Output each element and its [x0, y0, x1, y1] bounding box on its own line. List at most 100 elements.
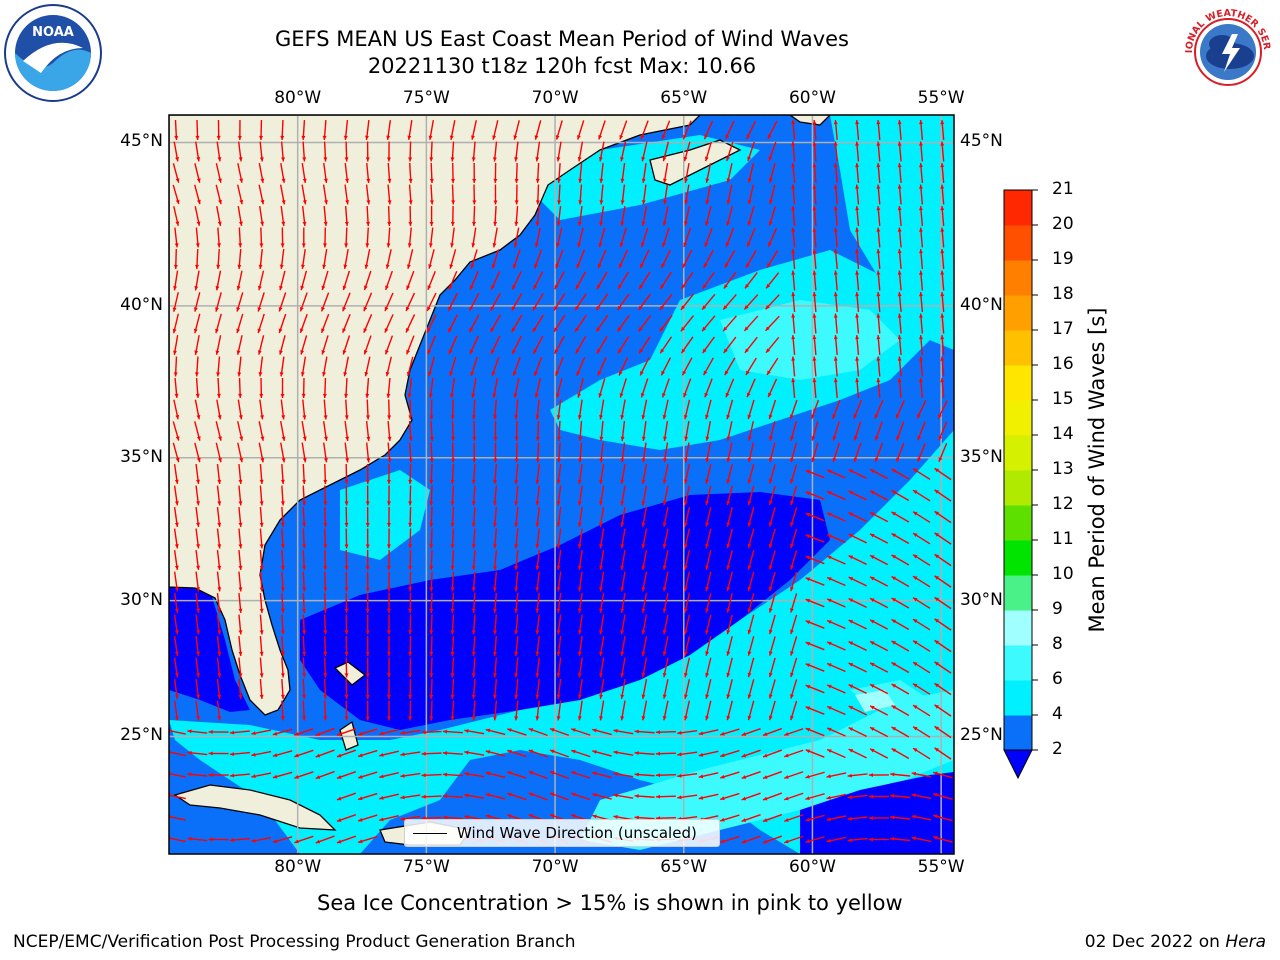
- direction-arrow: [919, 377, 924, 399]
- direction-arrow: [705, 421, 712, 441]
- direction-arrow: [323, 549, 328, 571]
- map-frame: [168, 114, 955, 855]
- direction-arrow: [556, 399, 562, 420]
- direction-arrow: [698, 729, 719, 736]
- direction-arrow: [916, 400, 927, 419]
- direction-arrow: [640, 378, 649, 398]
- direction-arrow: [535, 162, 540, 184]
- colorbar-tick-label: 20: [1052, 214, 1074, 234]
- direction-arrow: [301, 377, 306, 399]
- direction-arrow: [364, 249, 371, 269]
- colorbar-segment: [1004, 680, 1032, 716]
- direction-arrow: [891, 554, 910, 566]
- direction-arrow: [490, 292, 501, 312]
- direction-arrow: [279, 356, 285, 377]
- direction-arrow: [869, 726, 889, 738]
- direction-arrow: [599, 464, 605, 484]
- direction-arrow: [747, 571, 755, 592]
- direction-arrow: [702, 357, 715, 376]
- direction-arrow: [534, 249, 543, 269]
- direction-arrow: [855, 377, 860, 399]
- direction-arrow: [917, 442, 926, 463]
- direction-arrow: [363, 270, 372, 291]
- direction-arrow: [599, 420, 604, 442]
- direction-arrow: [321, 335, 329, 355]
- direction-arrow: [553, 335, 565, 355]
- direction-arrow: [725, 227, 735, 248]
- direction-arrow: [365, 506, 370, 528]
- colorbar-segment: [1004, 190, 1032, 226]
- direction-arrow: [216, 549, 222, 571]
- direction-arrow: [387, 399, 392, 420]
- direction-arrow: [237, 356, 242, 377]
- direction-arrow: [641, 550, 648, 570]
- direction-arrow: [280, 399, 286, 420]
- direction-arrow: [705, 184, 712, 205]
- direction-arrow: [556, 571, 562, 592]
- direction-arrow: [724, 120, 735, 140]
- direction-arrow: [812, 184, 817, 205]
- lon-label-top: 75°W: [402, 88, 450, 108]
- direction-arrow: [599, 485, 605, 506]
- direction-arrow: [344, 162, 350, 184]
- direction-arrow: [855, 205, 860, 227]
- direction-arrow: [278, 313, 287, 334]
- direction-arrow: [684, 657, 691, 678]
- direction-arrow: [741, 771, 761, 779]
- direction-arrow: [320, 292, 330, 312]
- direction-arrow: [726, 657, 733, 678]
- map-legend: Wind Wave Direction (unscaled): [404, 819, 720, 847]
- direction-arrow: [448, 335, 458, 355]
- direction-arrow: [238, 506, 243, 528]
- direction-arrow: [662, 399, 669, 420]
- direction-arrow: [855, 162, 860, 184]
- direction-arrow: [321, 270, 329, 291]
- direction-arrow: [384, 292, 394, 312]
- direction-arrow: [387, 205, 392, 227]
- direction-arrow: [216, 506, 222, 528]
- direction-arrow: [762, 727, 783, 737]
- direction-arrow: [554, 271, 565, 290]
- direction-arrow: [595, 293, 609, 311]
- direction-arrow: [720, 749, 740, 758]
- direction-arrow: [599, 528, 605, 549]
- direction-arrow: [557, 420, 562, 442]
- direction-arrow: [833, 227, 838, 248]
- direction-arrow: [919, 141, 924, 162]
- direction-arrow: [429, 420, 434, 442]
- direction-arrow: [237, 248, 242, 270]
- direction-arrow: [556, 614, 562, 635]
- direction-arrow: [408, 162, 413, 184]
- direction-arrow: [336, 728, 357, 736]
- direction-arrow: [599, 593, 605, 613]
- direction-arrow: [791, 356, 796, 377]
- direction-arrow: [891, 489, 910, 502]
- direction-arrow: [301, 119, 306, 141]
- direction-arrow: [826, 512, 846, 522]
- direction-arrow: [762, 835, 783, 844]
- direction-arrow: [812, 119, 817, 141]
- direction-arrow: [299, 292, 308, 312]
- colorbar-tick-label: 9: [1052, 599, 1063, 619]
- direction-arrow: [791, 291, 796, 313]
- direction-arrow: [723, 336, 737, 354]
- direction-arrow: [379, 793, 399, 800]
- direction-arrow: [386, 635, 391, 657]
- direction-arrow: [300, 270, 308, 291]
- direction-arrow: [238, 549, 243, 571]
- direction-arrow: [811, 421, 819, 441]
- direction-arrow: [485, 750, 506, 757]
- direction-arrow: [343, 249, 349, 269]
- direction-arrow: [577, 485, 583, 506]
- direction-arrow: [577, 614, 583, 635]
- direction-arrow: [272, 771, 293, 779]
- direction-arrow: [343, 119, 349, 141]
- colorbar-tick-label: 12: [1052, 494, 1074, 514]
- direction-arrow: [570, 749, 591, 758]
- direction-arrow: [238, 227, 243, 248]
- direction-arrow: [493, 205, 498, 227]
- direction-arrow: [874, 421, 883, 441]
- direction-arrow: [790, 507, 798, 527]
- colorbar-tick-label: 13: [1052, 459, 1074, 479]
- direction-arrow: [876, 184, 881, 205]
